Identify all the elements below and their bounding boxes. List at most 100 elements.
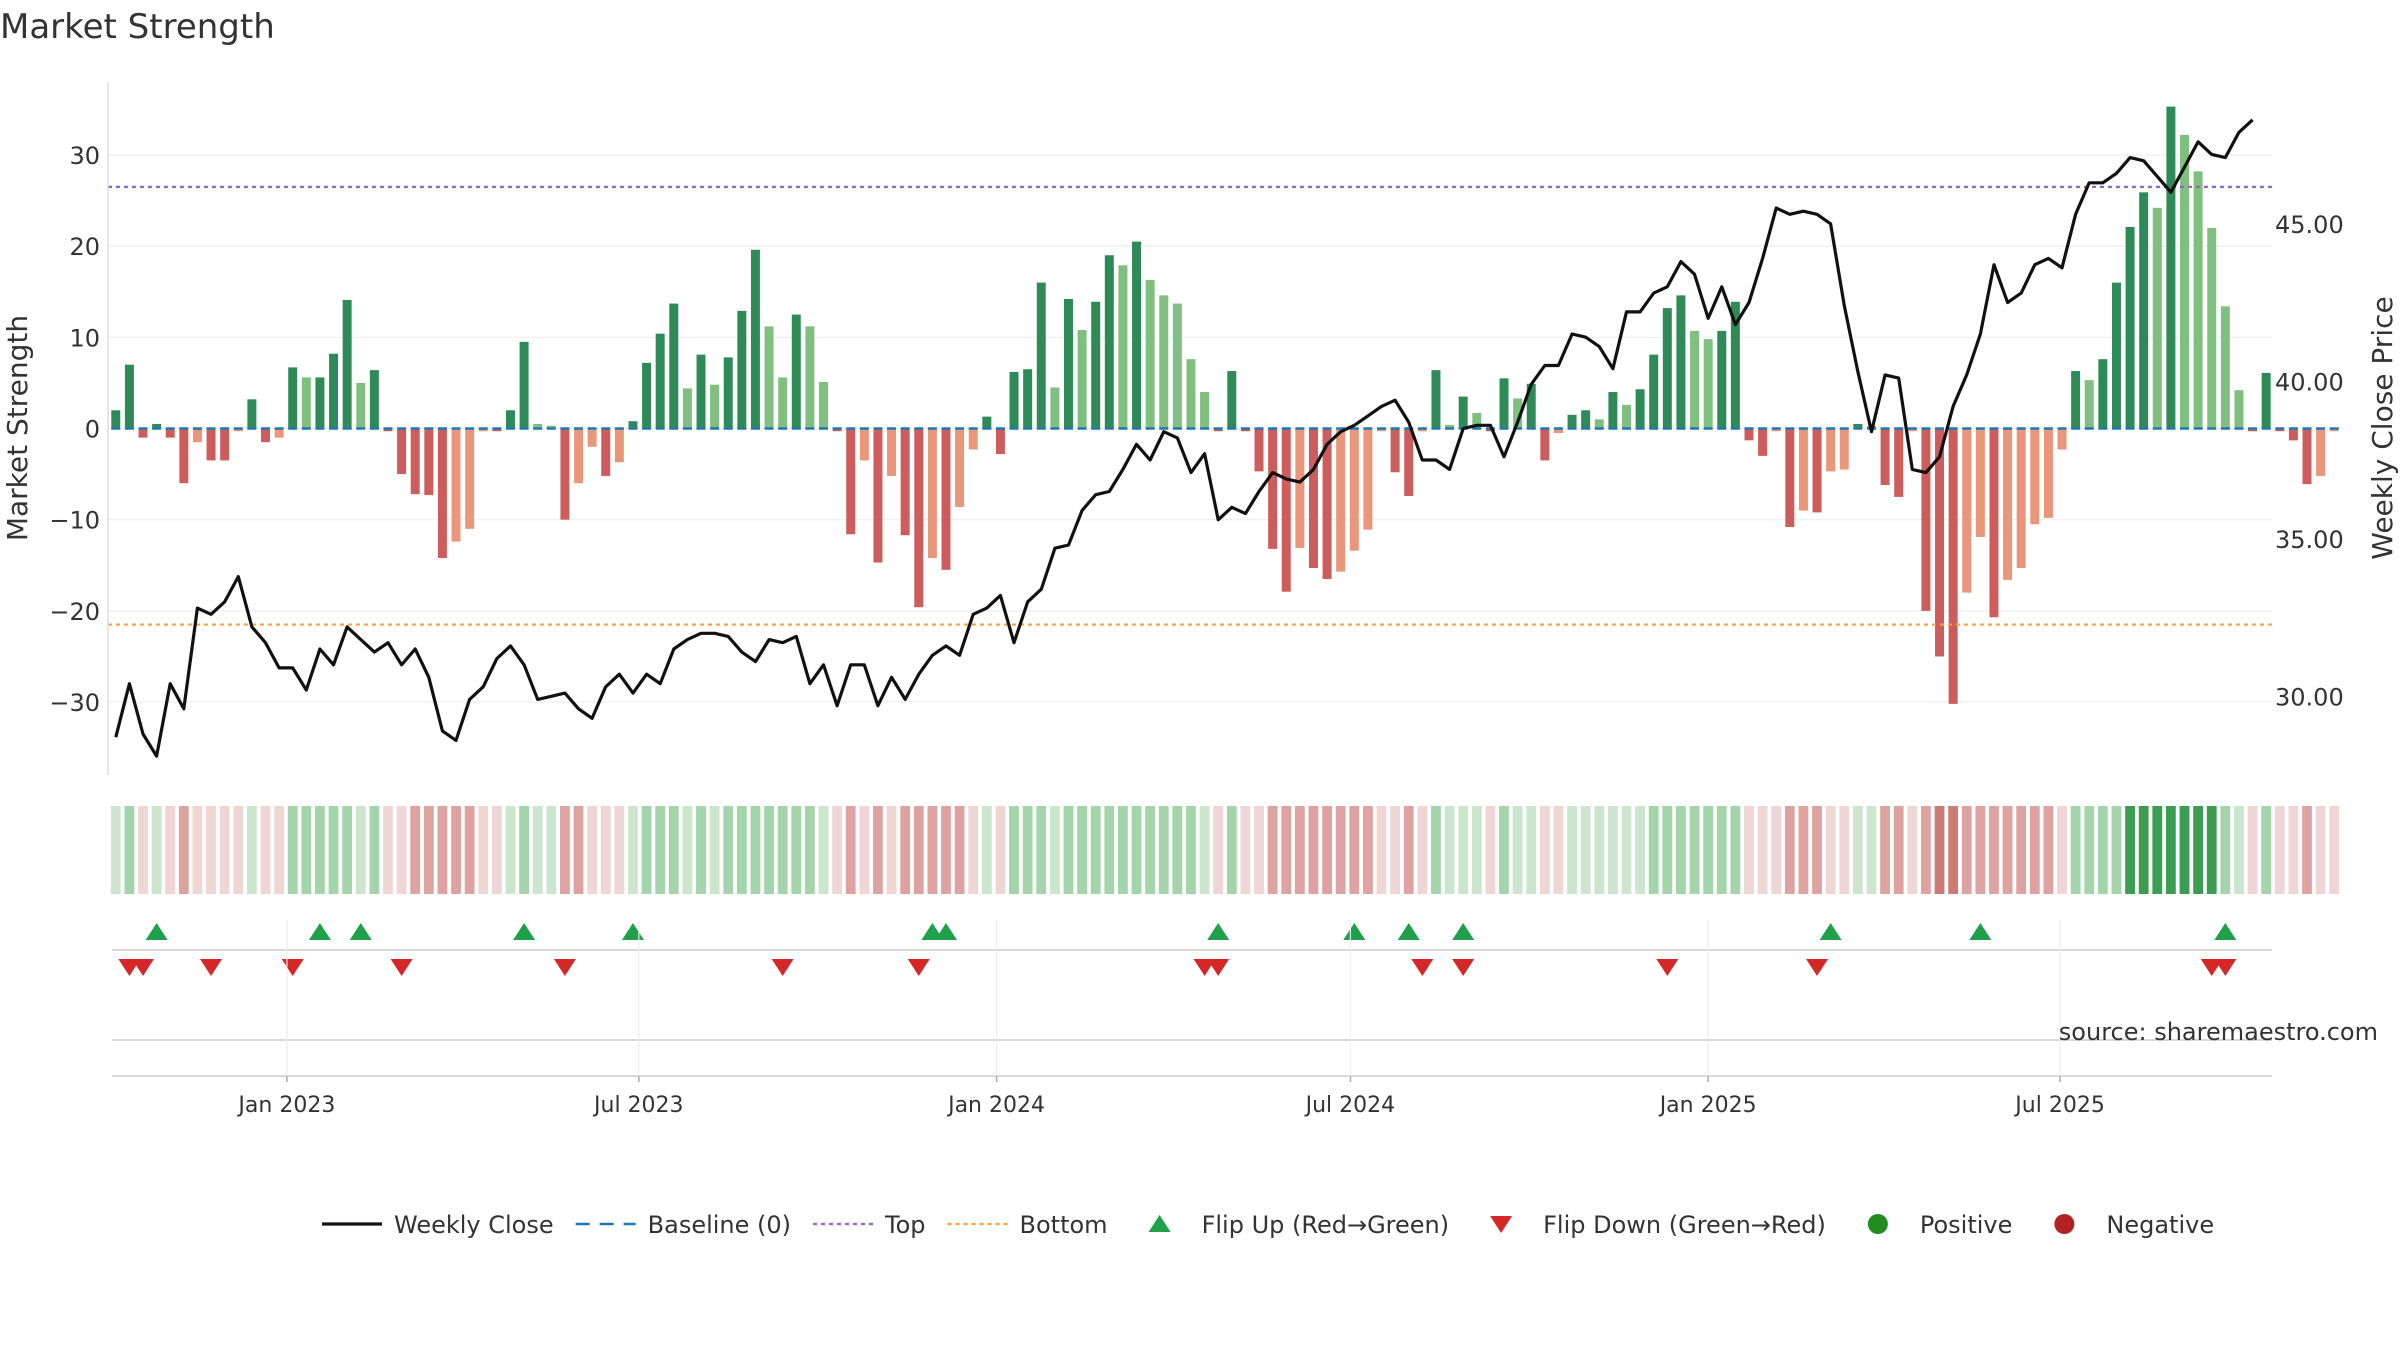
heat-cell — [804, 806, 815, 894]
flip-down-marker — [281, 959, 304, 976]
legend: Weekly Close Baseline (0) Top Bottom Flip Up… — [322, 1211, 2214, 1239]
legend-item: Bottom — [947, 1211, 1108, 1239]
legend-label: Flip Up (Red→Green) — [1202, 1211, 1450, 1239]
strength-bar — [519, 341, 529, 429]
reference-lines — [108, 185, 2272, 626]
strength-bar — [1921, 428, 1931, 611]
flip-down-marker — [131, 959, 154, 976]
strength-bar — [1458, 396, 1468, 429]
strength-bar — [1989, 428, 1999, 618]
heat-cell — [1363, 806, 1373, 894]
legend-label: Bottom — [1020, 1211, 1108, 1239]
heat-cell — [573, 806, 584, 894]
heat-cell — [1145, 806, 1156, 894]
strength-bar — [1390, 428, 1400, 473]
flip-down-marker — [1806, 959, 1829, 976]
strength-bar — [2071, 371, 2081, 429]
heat-cell — [342, 806, 353, 894]
heat-cell — [736, 806, 747, 894]
strength-bar — [764, 326, 774, 429]
strength-bar — [2098, 359, 2108, 429]
strength-bar — [192, 428, 202, 443]
flip-up-marker — [934, 923, 957, 940]
strength-bar — [1513, 398, 1523, 429]
strength-bar — [560, 428, 570, 520]
strength-bar — [165, 428, 175, 438]
strength-bar — [2248, 428, 2258, 432]
strength-bar — [2152, 207, 2162, 429]
strength-bar — [1145, 279, 1155, 429]
strength-bar — [682, 388, 692, 429]
strength-bar — [1948, 428, 1958, 704]
strength-bar — [1445, 424, 1455, 429]
strength-bar — [2003, 428, 2013, 580]
strength-bar — [1404, 428, 1414, 496]
heat-cell — [151, 806, 162, 894]
heat-cell — [233, 806, 244, 894]
heat-cell — [2152, 806, 2163, 894]
strength-bar — [941, 428, 951, 570]
strength-bar — [478, 428, 488, 432]
heat-cell — [383, 806, 393, 894]
strength-bar — [260, 428, 270, 443]
chart-title: Market Strength — [0, 7, 275, 47]
strength-bar — [1894, 428, 1904, 497]
strength-bar — [1336, 428, 1346, 572]
heat-cell — [1757, 806, 1768, 894]
strength-bar — [655, 333, 665, 429]
heat-cell — [464, 806, 475, 894]
heat-cell — [2302, 806, 2312, 894]
strength-bar — [2220, 306, 2230, 429]
strength-bar — [1200, 392, 1210, 429]
heat-cell — [1635, 806, 1646, 894]
strength-bar — [2275, 428, 2285, 432]
strength-bar — [1581, 410, 1591, 429]
heat-cell — [927, 806, 938, 894]
strength-bar — [1907, 428, 1917, 432]
strength-bar — [1186, 359, 1196, 429]
strength-bar — [642, 362, 652, 429]
heat-cell — [1131, 806, 1142, 894]
heat-cell — [301, 806, 312, 894]
heat-cell — [2057, 806, 2067, 894]
y-tick-label: −30 — [49, 689, 100, 717]
heat-cell — [1090, 806, 1101, 894]
strength-bar — [778, 377, 788, 429]
heat-cell — [1798, 806, 1809, 894]
strength-bar — [873, 428, 883, 563]
strength-bar — [1785, 428, 1795, 527]
strength-bar — [397, 428, 407, 475]
strength-bar — [1281, 428, 1291, 592]
strength-bar — [737, 310, 747, 429]
heat-cell — [2097, 806, 2108, 894]
weekly-close-line — [114, 118, 2254, 758]
strength-bar — [574, 428, 584, 484]
x-axis: Jan 2023 Jul 2023 Jan 2024 Jul 2024 Jan 2025… — [236, 920, 2105, 1118]
strength-bar — [233, 428, 243, 432]
strength-bar — [329, 353, 339, 429]
heat-cell — [369, 806, 380, 894]
strength-bar — [1975, 428, 1985, 538]
legend-label: Negative — [2106, 1211, 2214, 1239]
strength-bars — [111, 106, 2339, 704]
heat-cell — [138, 806, 148, 894]
heat-cell — [1580, 806, 1591, 894]
heat-cell — [2193, 806, 2204, 894]
heat-cell — [478, 806, 489, 894]
strength-bar — [1690, 330, 1700, 429]
heat-cell — [587, 806, 598, 894]
strength-bar — [1213, 428, 1223, 432]
strength-bar — [2193, 171, 2203, 429]
heat-cell — [1662, 806, 1673, 894]
heat-cell — [655, 806, 666, 894]
right-tick-label: 35.00 — [2275, 526, 2344, 554]
strength-bar — [1050, 387, 1060, 429]
flip-down-marker — [390, 959, 413, 976]
strength-bar — [805, 326, 815, 429]
heat-cell — [2125, 806, 2135, 894]
heat-cell — [274, 806, 284, 894]
heat-cell — [1567, 806, 1577, 894]
strength-bar — [1308, 428, 1318, 569]
heat-cell — [764, 806, 774, 894]
strength-bar — [2302, 428, 2312, 485]
